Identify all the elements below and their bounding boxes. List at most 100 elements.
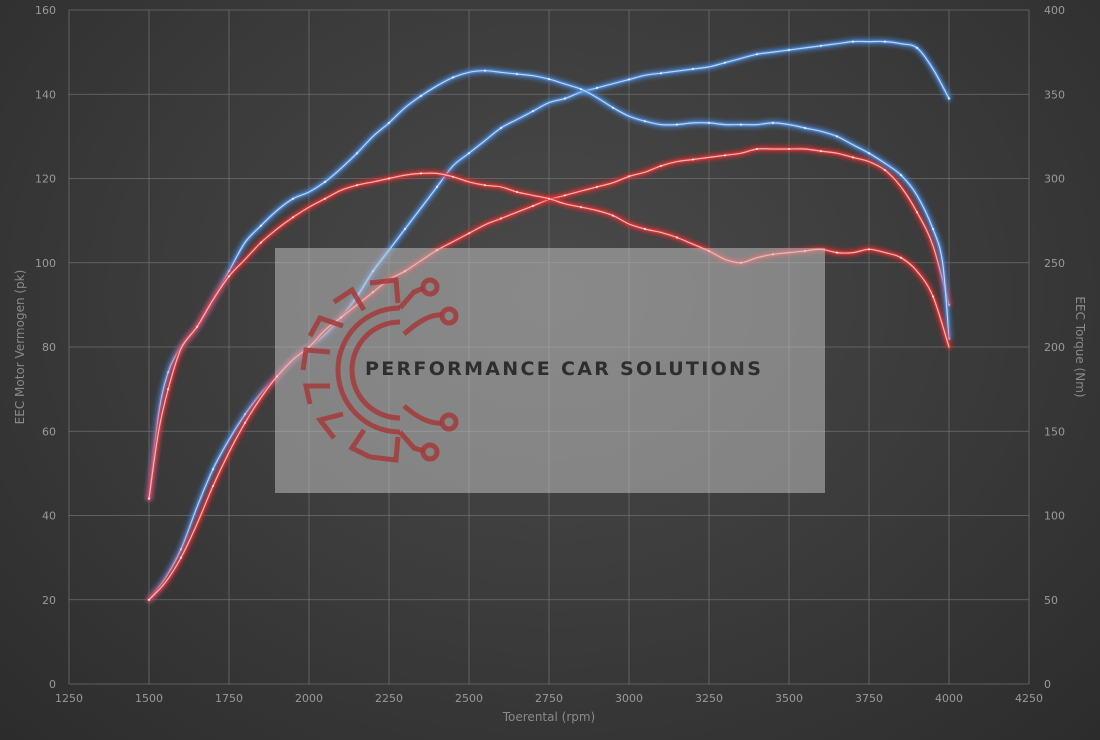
y-right-tick-label: 300 xyxy=(1044,173,1065,186)
data-point xyxy=(179,556,183,559)
data-point xyxy=(723,154,727,157)
y-left-tick-label: 20 xyxy=(42,594,56,607)
data-point xyxy=(931,227,935,231)
data-point xyxy=(691,158,695,161)
data-point xyxy=(883,169,887,172)
data-point xyxy=(851,40,855,43)
data-point xyxy=(659,72,663,75)
y-left-tick-label: 160 xyxy=(35,4,56,17)
data-point xyxy=(243,421,247,424)
data-point xyxy=(419,172,423,175)
data-point xyxy=(835,135,839,138)
data-point xyxy=(323,197,327,200)
data-point xyxy=(755,53,759,56)
x-tick-label: 2750 xyxy=(535,692,563,705)
data-point xyxy=(243,413,247,416)
data-point xyxy=(355,152,359,155)
data-point xyxy=(675,236,679,239)
data-point xyxy=(787,48,791,52)
data-point xyxy=(499,126,503,130)
data-point xyxy=(851,156,855,159)
data-point xyxy=(451,76,455,79)
data-point xyxy=(227,270,231,273)
data-point xyxy=(931,295,935,298)
data-point xyxy=(195,325,199,328)
data-point xyxy=(547,78,551,81)
data-point xyxy=(739,123,743,126)
y-left-tick-label: 60 xyxy=(42,425,56,438)
y-right-tick-label: 250 xyxy=(1044,257,1065,270)
y-left-tick-label: 40 xyxy=(42,510,56,523)
y-right-tick-label: 50 xyxy=(1044,594,1058,607)
data-point xyxy=(755,147,759,151)
x-tick-label: 4250 xyxy=(1015,692,1043,705)
data-point xyxy=(355,184,359,187)
data-point xyxy=(211,484,215,488)
x-tick-label: 3000 xyxy=(615,692,643,705)
data-point xyxy=(451,175,455,178)
data-point xyxy=(787,147,791,151)
data-point xyxy=(563,194,567,197)
x-tick-label: 3250 xyxy=(695,692,723,705)
data-point xyxy=(627,175,631,178)
y-left-tick-label: 120 xyxy=(35,173,56,186)
data-point xyxy=(835,251,839,254)
data-point xyxy=(611,214,615,217)
y-left-tick-label: 100 xyxy=(35,257,56,270)
x-axis-title: Toerental (rpm) xyxy=(502,710,595,724)
data-point xyxy=(547,197,551,200)
data-point xyxy=(483,69,487,72)
data-point xyxy=(227,275,231,278)
data-point xyxy=(291,197,295,200)
y-left-tick-label: 0 xyxy=(49,678,56,691)
data-point xyxy=(167,371,170,374)
data-point xyxy=(595,185,599,188)
data-point xyxy=(419,94,423,97)
data-point xyxy=(259,241,263,244)
data-point xyxy=(915,211,919,214)
y-right-tick-label: 150 xyxy=(1044,425,1065,438)
data-point xyxy=(595,86,599,89)
data-point xyxy=(403,227,407,231)
data-point xyxy=(435,185,439,188)
data-point xyxy=(483,184,487,187)
data-point xyxy=(643,120,647,123)
data-point xyxy=(467,232,471,235)
y-right-tick-label: 350 xyxy=(1044,88,1065,101)
data-point xyxy=(387,177,391,180)
data-point xyxy=(499,217,503,220)
data-point xyxy=(147,497,151,500)
data-point xyxy=(819,44,823,47)
x-tick-label: 2000 xyxy=(295,692,323,705)
x-tick-label: 4000 xyxy=(935,692,963,705)
x-tick-label: 3500 xyxy=(775,692,803,705)
data-point xyxy=(691,67,695,71)
y-right-tick-label: 400 xyxy=(1044,4,1065,17)
y-right-axis-title: EEC Torque (Nm) xyxy=(1073,296,1087,397)
data-point xyxy=(579,88,583,91)
data-point xyxy=(147,598,151,601)
data-point xyxy=(323,180,327,183)
data-point xyxy=(643,227,647,231)
data-point xyxy=(259,224,263,227)
pcs-logo-icon xyxy=(300,277,459,463)
watermark-panel xyxy=(275,248,825,493)
data-point xyxy=(467,152,471,155)
data-point xyxy=(883,40,887,43)
series-line-torque-blue xyxy=(147,68,951,501)
data-point xyxy=(531,110,535,113)
data-point xyxy=(947,97,951,100)
data-point xyxy=(563,97,567,100)
data-point xyxy=(659,164,663,167)
x-tick-label: 2500 xyxy=(455,692,483,705)
data-point xyxy=(611,106,615,109)
data-point xyxy=(819,150,823,153)
data-point xyxy=(675,123,679,126)
x-tick-label: 3750 xyxy=(855,692,883,705)
data-point xyxy=(771,121,775,124)
y-right-tick-label: 200 xyxy=(1044,341,1065,354)
data-point xyxy=(531,204,535,207)
data-point xyxy=(627,78,631,81)
data-point xyxy=(515,190,519,194)
data-point xyxy=(803,126,807,130)
